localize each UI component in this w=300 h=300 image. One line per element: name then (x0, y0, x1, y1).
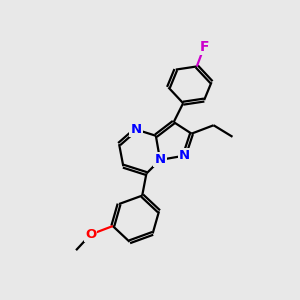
Text: N: N (178, 149, 190, 162)
Text: N: N (130, 123, 142, 136)
Text: N: N (154, 153, 166, 167)
Text: F: F (200, 40, 209, 54)
Text: O: O (85, 228, 96, 241)
